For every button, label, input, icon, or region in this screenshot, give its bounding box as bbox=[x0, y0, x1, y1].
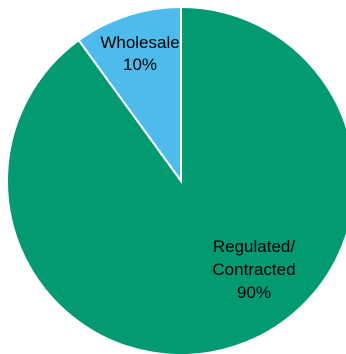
pie-labels: Wholesale 10% Regulated/Contracted 90% bbox=[100, 33, 295, 302]
data-label-line: 10% bbox=[123, 55, 157, 74]
data-label-line: Contracted bbox=[212, 260, 295, 279]
pie-slice-wholesale bbox=[77, 5, 182, 185]
data-label-line: Wholesale bbox=[100, 33, 179, 52]
pie-slices bbox=[6, 5, 346, 354]
data-label-wholesale: Wholesale 10% bbox=[100, 33, 179, 74]
data-label-line: 90% bbox=[237, 283, 271, 302]
pie-slice-regulated-contracted bbox=[6, 5, 346, 354]
data-label-regulated-contracted: Regulated/Contracted 90% bbox=[212, 237, 295, 302]
data-label-line: Regulated/ bbox=[213, 237, 296, 256]
